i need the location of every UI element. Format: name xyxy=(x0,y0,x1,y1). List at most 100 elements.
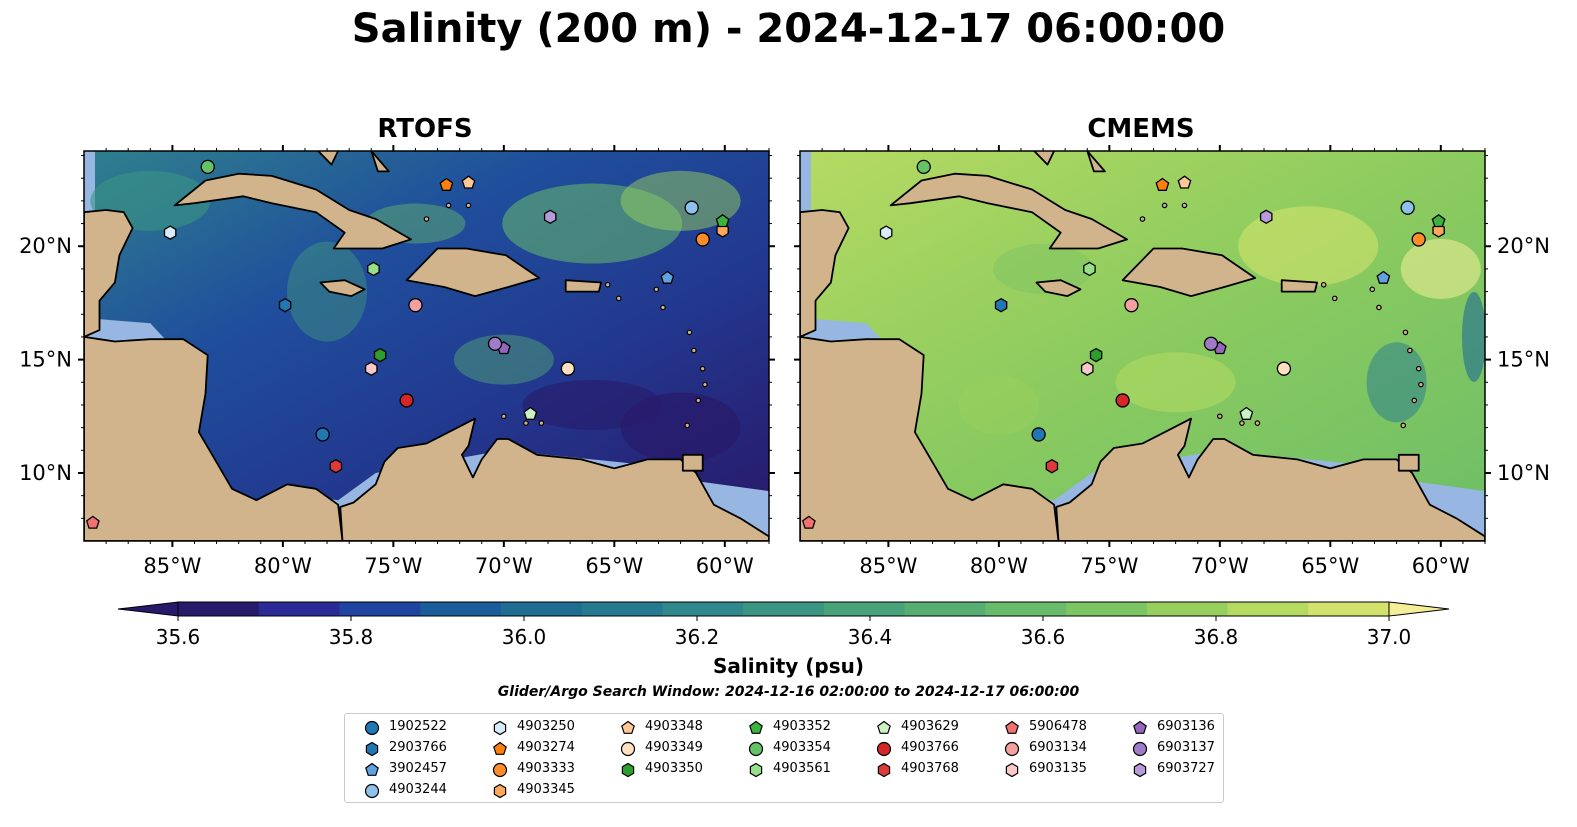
legend-label: 4903352 xyxy=(773,719,831,734)
colorbar-bin xyxy=(178,602,260,616)
island xyxy=(1418,381,1424,388)
colorbar-bin xyxy=(500,602,583,616)
x-tick-label: 70°W xyxy=(1191,554,1249,578)
land-yucatan xyxy=(800,209,850,338)
island xyxy=(423,216,430,222)
island xyxy=(1254,420,1261,426)
colorbar-extend-high xyxy=(1388,601,1450,617)
legend-marker-hexagon-icon xyxy=(493,720,507,736)
x-tick-label: 75°W xyxy=(1080,554,1138,578)
y-tick-label: 20°N xyxy=(1497,234,1550,258)
legend-marker-hexagon-icon xyxy=(493,783,507,799)
island xyxy=(1415,365,1422,372)
legend-label: 6903134 xyxy=(1029,740,1087,755)
float-marker-4903333 xyxy=(1411,232,1426,247)
legend-label: 4903274 xyxy=(517,740,575,755)
float-marker-2903766 xyxy=(994,297,1008,313)
land-hispaniola xyxy=(405,247,541,298)
legend-label: 4903350 xyxy=(645,761,703,776)
island xyxy=(604,281,611,288)
colorbar-tick-label: 36.0 xyxy=(502,625,547,649)
legend-marker-pentagon-icon xyxy=(493,741,507,755)
colorbar-bin xyxy=(1308,602,1390,616)
legend-marker-pentagon-icon xyxy=(1133,720,1147,734)
island xyxy=(653,286,660,293)
island xyxy=(660,304,666,311)
colorbar-bin xyxy=(1227,602,1309,616)
land-jamaica xyxy=(1035,279,1082,298)
land-bahamas-2 xyxy=(370,151,390,173)
float-marker-6903135 xyxy=(1080,361,1094,376)
island xyxy=(523,420,529,426)
colorbar-bin xyxy=(339,602,421,616)
float-marker-6903727 xyxy=(543,209,557,225)
y-tick-label: 10°N xyxy=(1497,461,1550,485)
legend-label: 4903345 xyxy=(517,782,575,797)
float-marker-4903250 xyxy=(879,225,893,240)
colorbar-tick-label: 35.8 xyxy=(329,625,374,649)
land-bahamas-2 xyxy=(1086,151,1106,173)
island xyxy=(1217,413,1223,420)
x-tick-label: 65°W xyxy=(585,554,643,578)
island xyxy=(1407,347,1413,354)
island xyxy=(1376,304,1382,311)
float-marker-5906478 xyxy=(801,515,816,529)
legend-marker-pentagon-icon xyxy=(749,720,763,734)
search-window-text: Glider/Argo Search Window: 2024-12-16 02… xyxy=(497,684,1080,700)
float-marker-4903354 xyxy=(200,159,215,175)
x-tick-label: 65°W xyxy=(1301,554,1359,578)
land-yucatan xyxy=(84,209,134,338)
island xyxy=(1320,281,1327,288)
colorbar-bin xyxy=(258,602,340,616)
island xyxy=(1411,397,1418,404)
float-marker-4903244 xyxy=(1400,200,1415,215)
island xyxy=(702,381,708,388)
float-marker-4903274 xyxy=(1155,177,1170,191)
float-marker-4903354 xyxy=(916,159,931,175)
legend-label: 3902457 xyxy=(389,761,447,776)
map-frame xyxy=(799,150,1486,542)
x-tick-label: 80°W xyxy=(254,554,312,578)
legend-label: 4903354 xyxy=(773,740,831,755)
float-marker-4903352 xyxy=(715,213,730,228)
legend-label: 4903768 xyxy=(901,761,959,776)
legend-marker-circle-icon xyxy=(1132,741,1148,757)
legend-marker-circle-icon xyxy=(876,741,892,757)
float-marker-4903250 xyxy=(163,225,177,240)
colorbar-bin xyxy=(1066,602,1148,616)
colorbar-bin xyxy=(662,602,744,616)
island xyxy=(695,397,702,404)
legend-marker-hexagon-icon xyxy=(621,762,635,778)
legend-marker-pentagon-icon xyxy=(1005,720,1019,734)
y-tick-label: 15°N xyxy=(1497,348,1550,372)
legend-label: 6903727 xyxy=(1157,761,1215,776)
legend-label: 6903135 xyxy=(1029,761,1087,776)
island xyxy=(615,295,622,302)
legend-marker-pentagon-icon xyxy=(877,720,891,734)
y-tick-label: 20°N xyxy=(19,234,72,258)
colorbar-tick-label: 37.0 xyxy=(1367,625,1412,649)
island xyxy=(686,329,693,336)
island xyxy=(445,202,452,209)
land-trinidad xyxy=(1397,453,1420,472)
map-panels: 85°W 80°W 75°W 70°W 65°W 60°W 10°N 15°N 20°N 85°… xyxy=(19,145,1550,578)
float-marker-4903768 xyxy=(1045,458,1059,474)
land-hispaniola xyxy=(1121,247,1257,298)
legend-label: 4903561 xyxy=(773,761,831,776)
float-marker-1902522 xyxy=(1031,427,1046,442)
island xyxy=(1161,202,1168,209)
legend-marker-circle-icon xyxy=(620,741,636,757)
legend-marker-pentagon-icon xyxy=(365,762,379,776)
colorbar-bin xyxy=(985,602,1067,616)
island xyxy=(1239,420,1245,426)
colorbar-extend-low xyxy=(117,601,179,617)
x-tick-label: 85°W xyxy=(143,554,201,578)
float-marker-4903333 xyxy=(695,232,710,247)
legend-label: 4903349 xyxy=(645,740,703,755)
float-marker-4903350 xyxy=(373,347,387,363)
float-marker-4903768 xyxy=(329,458,343,474)
x-tick-label: 80°W xyxy=(970,554,1028,578)
legend-marker-hexagon-icon xyxy=(365,741,379,757)
float-marker-4903561 xyxy=(367,261,380,277)
island xyxy=(699,365,706,372)
